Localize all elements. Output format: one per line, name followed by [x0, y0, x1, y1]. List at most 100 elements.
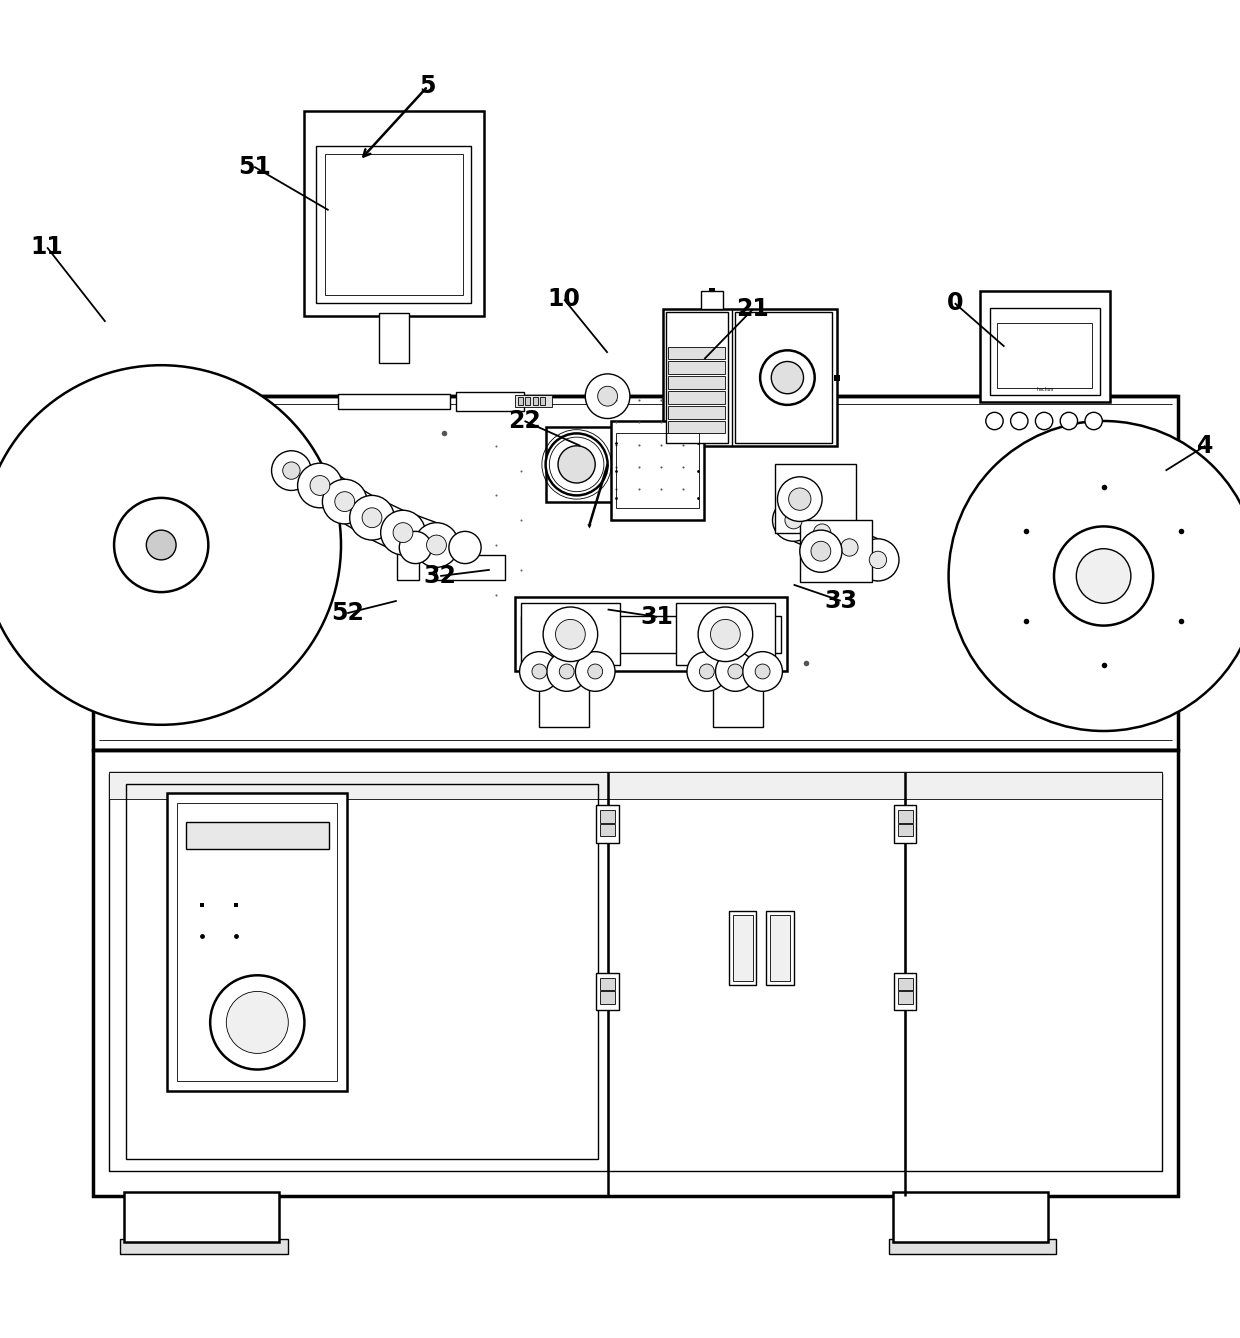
- Circle shape: [755, 664, 770, 678]
- Circle shape: [393, 523, 413, 542]
- Circle shape: [869, 551, 887, 569]
- Circle shape: [350, 495, 394, 541]
- Circle shape: [272, 451, 311, 491]
- Circle shape: [211, 975, 305, 1069]
- Bar: [733, 914, 753, 982]
- Circle shape: [335, 491, 355, 511]
- Circle shape: [773, 499, 815, 542]
- Bar: [541, 397, 546, 405]
- Bar: [997, 322, 1092, 388]
- Bar: [93, 749, 1178, 1196]
- Bar: [177, 803, 337, 1081]
- Circle shape: [283, 462, 300, 479]
- Bar: [133, 1239, 270, 1250]
- Bar: [663, 309, 837, 446]
- Bar: [676, 603, 775, 665]
- Bar: [436, 555, 505, 579]
- Circle shape: [828, 526, 870, 569]
- Circle shape: [1011, 412, 1028, 429]
- Circle shape: [743, 652, 782, 692]
- Bar: [526, 397, 531, 405]
- Bar: [600, 978, 615, 990]
- Text: 0: 0: [946, 292, 963, 316]
- Bar: [894, 805, 916, 843]
- Text: 31: 31: [641, 605, 673, 629]
- Bar: [666, 312, 728, 443]
- Text: 10: 10: [548, 288, 580, 312]
- Circle shape: [715, 652, 755, 692]
- Bar: [325, 154, 463, 294]
- Circle shape: [427, 535, 446, 555]
- Circle shape: [399, 531, 432, 563]
- Bar: [109, 772, 1162, 799]
- Bar: [893, 1192, 1048, 1242]
- Bar: [124, 1192, 279, 1242]
- Bar: [729, 911, 756, 985]
- Circle shape: [986, 412, 1003, 429]
- Bar: [898, 811, 913, 823]
- Circle shape: [575, 652, 615, 692]
- Bar: [379, 313, 409, 363]
- Circle shape: [687, 652, 727, 692]
- Bar: [186, 822, 329, 848]
- Bar: [701, 290, 723, 309]
- Bar: [990, 308, 1100, 395]
- Bar: [596, 973, 619, 1010]
- Circle shape: [785, 511, 802, 529]
- Circle shape: [1076, 549, 1131, 603]
- Bar: [596, 805, 619, 843]
- Bar: [521, 615, 781, 653]
- Circle shape: [1035, 412, 1053, 429]
- Bar: [980, 290, 1110, 403]
- Bar: [600, 991, 615, 1004]
- Bar: [456, 392, 523, 411]
- Circle shape: [0, 365, 341, 725]
- Circle shape: [588, 664, 603, 678]
- Bar: [515, 597, 787, 672]
- Text: 52: 52: [331, 601, 363, 625]
- Circle shape: [298, 463, 342, 508]
- Circle shape: [813, 524, 831, 542]
- Bar: [616, 434, 699, 508]
- Bar: [894, 973, 916, 1010]
- Circle shape: [949, 421, 1240, 731]
- Circle shape: [322, 479, 367, 524]
- Text: 21: 21: [737, 297, 769, 321]
- Circle shape: [381, 510, 425, 555]
- Circle shape: [800, 530, 842, 573]
- Bar: [533, 397, 538, 405]
- Text: 33: 33: [825, 589, 857, 613]
- Circle shape: [1060, 412, 1078, 429]
- Circle shape: [857, 539, 899, 581]
- Circle shape: [449, 531, 481, 563]
- Circle shape: [585, 373, 630, 419]
- Bar: [889, 1239, 1056, 1254]
- Circle shape: [520, 652, 559, 692]
- Bar: [898, 991, 913, 1004]
- Text: 11: 11: [31, 235, 63, 260]
- Bar: [898, 824, 913, 836]
- Bar: [611, 421, 704, 520]
- Bar: [766, 911, 794, 985]
- Circle shape: [226, 991, 288, 1053]
- Circle shape: [547, 652, 587, 692]
- Circle shape: [114, 498, 208, 593]
- Bar: [516, 395, 553, 407]
- Bar: [668, 421, 725, 434]
- Circle shape: [841, 539, 858, 557]
- Circle shape: [546, 434, 608, 495]
- Circle shape: [771, 361, 804, 393]
- Bar: [600, 824, 615, 836]
- Text: 4: 4: [1197, 434, 1214, 458]
- Circle shape: [146, 530, 176, 559]
- Bar: [668, 391, 725, 404]
- Circle shape: [1085, 412, 1102, 429]
- Bar: [668, 376, 725, 389]
- Circle shape: [1054, 526, 1153, 626]
- Bar: [668, 361, 725, 373]
- Circle shape: [362, 508, 382, 527]
- Circle shape: [598, 387, 618, 407]
- Bar: [126, 784, 598, 1159]
- Bar: [397, 524, 419, 579]
- Bar: [901, 1239, 1039, 1250]
